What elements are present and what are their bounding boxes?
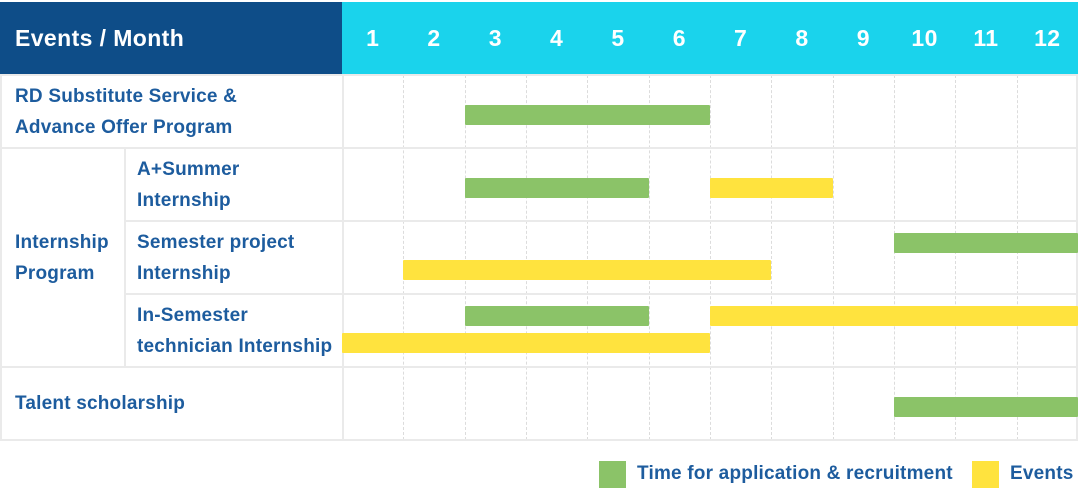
header-label: Events / Month bbox=[15, 25, 185, 51]
grid-vline-month bbox=[710, 75, 711, 440]
task-label: In-Semester technician Internship bbox=[137, 294, 338, 367]
grid-vline-month bbox=[403, 75, 405, 440]
legend-item-event: Events bbox=[972, 458, 1074, 490]
task-label-line: technician Internship bbox=[137, 335, 333, 357]
grid-vline-month bbox=[526, 75, 527, 440]
label-column-divider bbox=[342, 75, 344, 440]
legend-label-event: Events bbox=[1010, 463, 1074, 484]
legend-swatch-event bbox=[972, 460, 999, 488]
month-label-3: 3 bbox=[488, 25, 502, 51]
gantt-bar-recruitment bbox=[464, 306, 649, 326]
month-label-12: 12 bbox=[1034, 25, 1061, 51]
gantt-bar-event bbox=[342, 333, 710, 353]
gantt-bar-recruitment bbox=[464, 178, 649, 198]
grid-vline-month bbox=[894, 75, 895, 440]
month-label-5: 5 bbox=[611, 25, 625, 51]
group-label-line: Internship bbox=[15, 231, 109, 253]
group-column-divider bbox=[124, 148, 126, 367]
gantt-bar-event bbox=[403, 260, 772, 280]
task-label-line: A+Summer bbox=[137, 158, 240, 180]
month-label-7: 7 bbox=[734, 25, 748, 51]
grid-hline bbox=[0, 74, 1078, 76]
grid-hline bbox=[124, 220, 1078, 222]
grid-hline bbox=[0, 366, 1078, 368]
gantt-bar-event bbox=[710, 306, 1078, 326]
grid-hline bbox=[0, 147, 1078, 149]
grid-vline-month bbox=[464, 75, 466, 440]
month-label-2: 2 bbox=[427, 25, 441, 51]
grid-hline bbox=[0, 439, 1078, 441]
task-label-line: In-Semester bbox=[137, 304, 248, 326]
gantt-bar-recruitment bbox=[464, 105, 710, 125]
group-label-line: Program bbox=[15, 262, 95, 284]
month-label-10: 10 bbox=[911, 25, 938, 51]
task-label-line: Advance Offer Program bbox=[15, 116, 233, 138]
task-label-line: Internship bbox=[137, 262, 231, 284]
legend-label-recruitment: Time for application & recruitment bbox=[637, 463, 953, 484]
task-label-line: Semester project bbox=[137, 231, 295, 253]
group-label: Internship Program bbox=[15, 148, 119, 367]
gantt-bar-recruitment bbox=[894, 397, 1078, 417]
grid-vline-month bbox=[587, 75, 589, 440]
legend-item-recruitment: Time for application & recruitment bbox=[599, 458, 953, 490]
table-left-border bbox=[0, 75, 2, 440]
month-label-8: 8 bbox=[795, 25, 809, 51]
month-label-11: 11 bbox=[973, 25, 999, 51]
grid-vline-month bbox=[648, 75, 650, 440]
month-label-6: 6 bbox=[672, 25, 686, 51]
grid-vline-month bbox=[832, 75, 834, 440]
grid-hline bbox=[124, 293, 1078, 295]
gantt-bar-event bbox=[710, 178, 833, 198]
task-label: Talent scholarship bbox=[15, 367, 338, 440]
task-label: Semester project Internship bbox=[137, 221, 338, 294]
task-label-line: Talent scholarship bbox=[15, 393, 186, 414]
task-label-line: RD Substitute Service & bbox=[15, 85, 238, 107]
month-header-row: 1 2 3 4 5 6 7 8 9 10 11 12 bbox=[342, 2, 1078, 75]
header-events-month-cell: Events / Month bbox=[0, 2, 342, 75]
month-label-4: 4 bbox=[550, 25, 564, 51]
table-right-border bbox=[1076, 75, 1078, 440]
task-label-line: Internship bbox=[137, 189, 231, 211]
legend-swatch-recruitment bbox=[599, 460, 626, 488]
grid-vline-month bbox=[1016, 75, 1018, 440]
month-label-9: 9 bbox=[856, 25, 870, 51]
month-label-1: 1 bbox=[366, 25, 380, 51]
task-label: RD Substitute Service & Advance Offer Pro… bbox=[15, 75, 338, 148]
grid-vline-month bbox=[771, 75, 773, 440]
task-label: A+Summer Internship bbox=[137, 148, 338, 221]
grid-vline-month bbox=[955, 75, 957, 440]
gantt-bar-recruitment bbox=[894, 233, 1078, 253]
